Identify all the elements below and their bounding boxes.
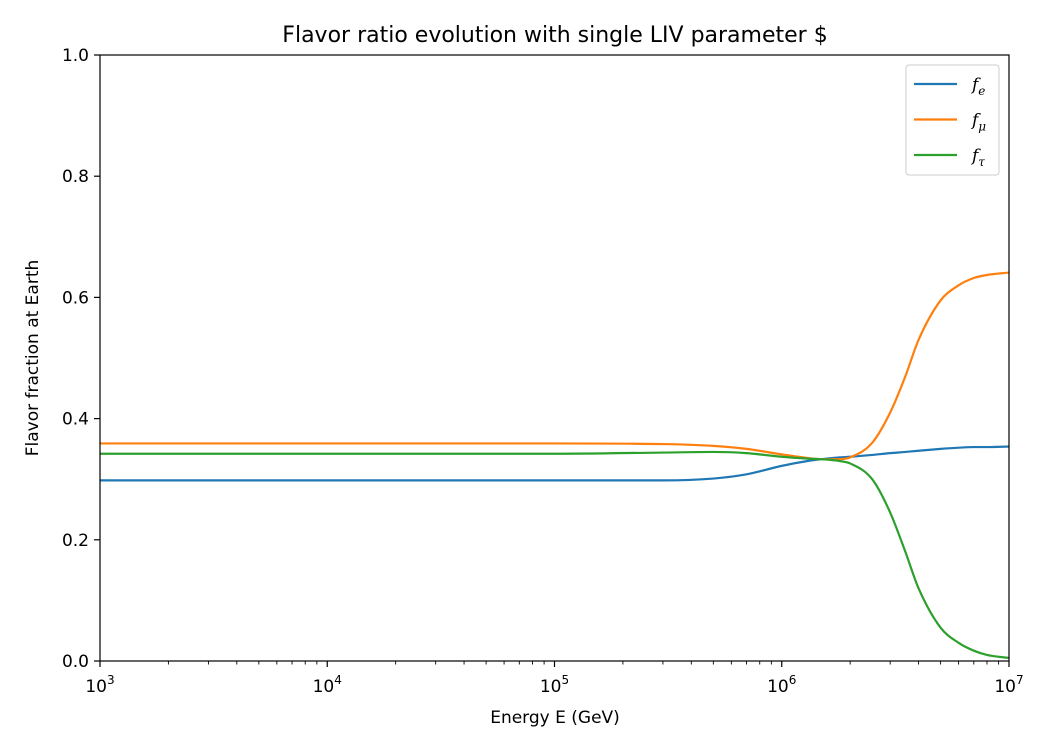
y-axis-label: Flavor fraction at Earth bbox=[23, 260, 43, 457]
y-tick-label: 0.2 bbox=[62, 531, 89, 551]
x-axis-label: Energy E (GeV) bbox=[490, 708, 620, 728]
series-line-1 bbox=[100, 271, 1009, 461]
legend-label-subscript: e bbox=[978, 84, 985, 98]
series-line-2 bbox=[100, 450, 1009, 660]
legend-label-subscript: τ bbox=[978, 155, 985, 169]
series-line-0 bbox=[100, 445, 1009, 482]
x-tick-base: 10 bbox=[540, 677, 562, 697]
x-tick-base: 10 bbox=[313, 677, 335, 697]
plot-frame bbox=[99, 54, 1010, 662]
legend-label: fτ bbox=[970, 146, 985, 169]
x-tick-exponent: 3 bbox=[107, 673, 115, 687]
plot-area bbox=[100, 271, 1009, 660]
x-tick-label: 106 bbox=[767, 673, 796, 697]
x-tick-exponent: 5 bbox=[562, 673, 570, 687]
legend-label-base: f bbox=[970, 75, 981, 95]
y-tick-label: 1.0 bbox=[62, 46, 89, 66]
chart-title: Flavor ratio evolution with single LIV p… bbox=[282, 23, 827, 48]
legend-label-base: f bbox=[970, 146, 981, 166]
legend-label-base: f bbox=[970, 111, 981, 131]
x-tick-base: 10 bbox=[85, 677, 107, 697]
y-tick-label: 0.0 bbox=[62, 652, 89, 672]
x-tick-exponent: 6 bbox=[789, 673, 797, 687]
x-tick-exponent: 7 bbox=[1016, 673, 1024, 687]
y-axis: 0.0 0.2 0.4 0.6 0.8 1.0 bbox=[62, 46, 100, 672]
legend-label: fe bbox=[970, 75, 985, 98]
legend-label: fμ bbox=[970, 111, 986, 134]
x-tick-label: 105 bbox=[540, 673, 569, 697]
x-tick-label: 104 bbox=[313, 673, 342, 697]
x-tick-base: 10 bbox=[994, 677, 1016, 697]
y-tick-label: 0.4 bbox=[62, 410, 89, 430]
y-tick-label: 0.6 bbox=[62, 288, 89, 308]
x-tick-label: 107 bbox=[994, 673, 1023, 697]
y-tick-label: 0.8 bbox=[62, 167, 89, 187]
x-tick-label: 103 bbox=[85, 673, 114, 697]
legend-label-subscript: μ bbox=[978, 120, 986, 134]
x-axis: 103 104 105 106 107 bbox=[85, 661, 1024, 697]
x-tick-base: 10 bbox=[767, 677, 789, 697]
x-tick-exponent: 4 bbox=[334, 673, 342, 687]
